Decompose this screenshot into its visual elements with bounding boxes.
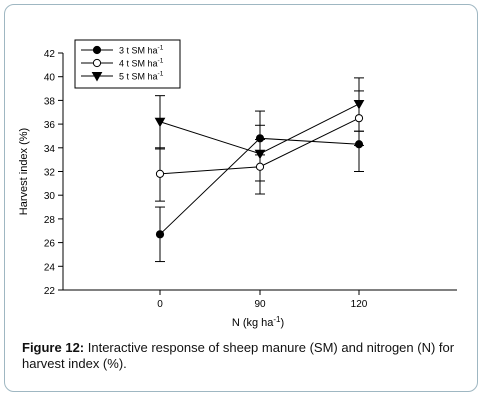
y-tick-label: 42 [44, 49, 56, 60]
caption-text: Interactive response of sheep manure (SM… [22, 340, 455, 371]
legend-marker-3 [91, 72, 103, 82]
data-point-series-3 [154, 117, 166, 128]
legend-marker-2 [92, 58, 102, 68]
data-point-series-1 [354, 140, 364, 149]
legend-label-2: 4 t SM ha-1 [119, 58, 164, 69]
y-tick-label: 38 [44, 96, 56, 107]
y-tick-label: 24 [44, 262, 56, 273]
harvest-index-chart: 22 24 26 28 30 32 34 36 38 40 42 0 90 120 Harvest inde… [18, 39, 457, 329]
data-point-series-2 [354, 114, 364, 123]
caption-label: Figure 12: [22, 340, 85, 355]
data-point-series-1 [255, 134, 265, 143]
y-tick-label: 32 [44, 168, 56, 179]
x-axis-label: N (kg ha-1) [232, 315, 284, 329]
data-point-series-3 [254, 149, 266, 160]
data-point-series-2 [155, 169, 165, 178]
y-tick-label: 34 [44, 144, 56, 155]
legend-label-3: 5 t SM ha-1 [119, 71, 164, 82]
y-tick-label: 28 [44, 215, 56, 226]
figure-caption: Figure 12: Interactive response of sheep… [22, 340, 462, 372]
y-tick-label: 40 [44, 73, 56, 84]
legend-label-1: 3 t SM ha-1 [119, 45, 164, 56]
y-axis-label: Harvest index (%) [18, 128, 30, 215]
y-tick-label: 26 [44, 239, 56, 250]
y-tick-label: 22 [44, 286, 56, 297]
data-point-series-1 [155, 230, 165, 239]
x-tick-label: 120 [351, 299, 368, 310]
data-point-series-2 [255, 162, 265, 171]
legend-box [74, 39, 181, 89]
x-tick-label: 90 [254, 299, 266, 310]
data-point-series-3 [353, 99, 365, 110]
legend-marker-1 [92, 45, 102, 55]
y-tick-label: 30 [44, 191, 56, 202]
x-tick-label: 0 [157, 299, 163, 310]
y-tick-label: 36 [44, 120, 56, 131]
